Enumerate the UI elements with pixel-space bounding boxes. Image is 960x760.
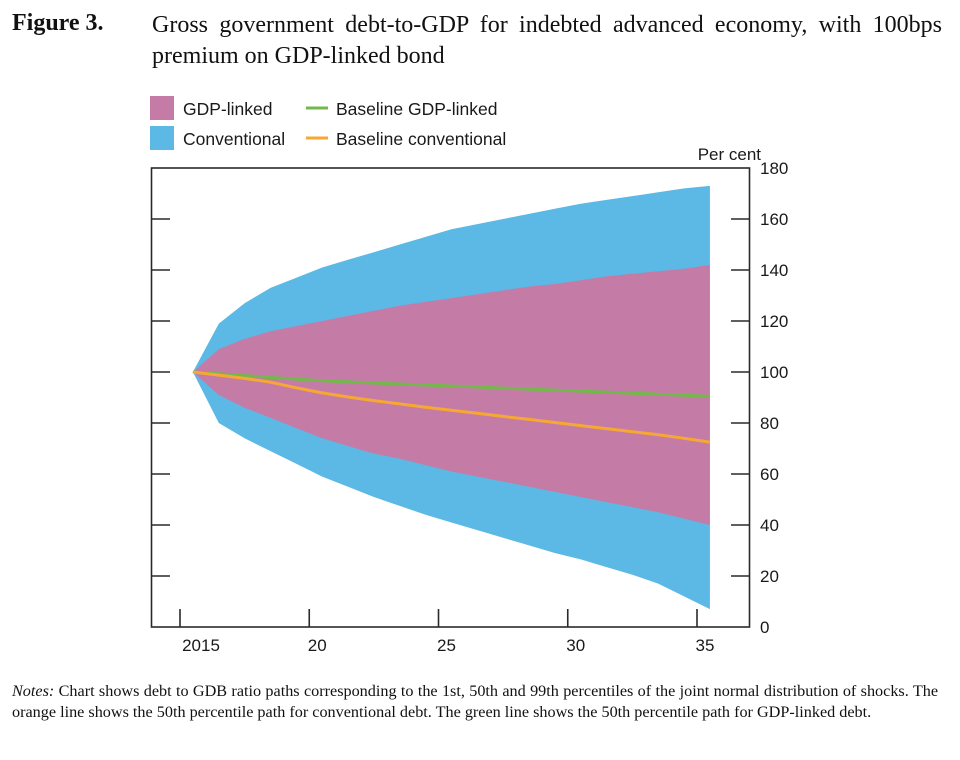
legend-swatch-conventional (150, 126, 174, 150)
x-tick-label: 20 (308, 636, 327, 655)
y-tick-label: 0 (760, 618, 769, 637)
band-gdp-linked (192, 264, 710, 525)
y-tick-label: 180 (760, 159, 788, 178)
x-tick-label: 30 (566, 636, 585, 655)
y-axis: 0 20 40 60 80 100 120 140 160 180 (151, 159, 788, 637)
figure-title: Gross government debt-to-GDP for indebte… (152, 12, 942, 69)
y-tick-label: 80 (760, 414, 779, 433)
legend-label-conventional: Conventional (183, 129, 285, 149)
x-tick-label: 25 (437, 636, 456, 655)
legend-swatch-gdp-linked (150, 96, 174, 120)
y-tick-label: 160 (760, 210, 788, 229)
legend-label-gdp-linked: GDP-linked (183, 99, 272, 119)
bands-layer (192, 185, 710, 610)
notes-text: Chart shows debt to GDB ratio paths corr… (12, 682, 938, 721)
plot-frame (150, 167, 751, 628)
figure-label: Figure 3. (12, 10, 104, 36)
figure-notes: Notes: Chart shows debt to GDB ratio pat… (12, 681, 938, 723)
y-tick-label: 140 (760, 261, 788, 280)
notes-label: Notes: (12, 682, 55, 700)
legend-label-baseline-conventional: Baseline conventional (336, 129, 506, 149)
x-tick-label: 2015 (182, 636, 220, 655)
y-tick-label: 100 (760, 363, 788, 382)
y-tick-label: 60 (760, 465, 779, 484)
y-tick-label: 40 (760, 516, 779, 535)
x-tick-label: 35 (696, 636, 715, 655)
y-tick-label: 120 (760, 312, 788, 331)
line-baseline-gdp-linked (192, 370, 710, 398)
y-tick-label: 20 (760, 567, 779, 586)
y-axis-unit-label: Per cent (698, 145, 762, 164)
legend-label-baseline-gdp-linked: Baseline GDP-linked (336, 99, 497, 119)
lines-layer (192, 370, 711, 444)
chart: GDP-linked Conventional Baseline GDP-lin… (150, 96, 788, 655)
line-baseline-conventional (192, 370, 711, 444)
legend: GDP-linked Conventional Baseline GDP-lin… (150, 96, 506, 150)
x-axis: 2015 20 25 30 35 (179, 609, 715, 655)
